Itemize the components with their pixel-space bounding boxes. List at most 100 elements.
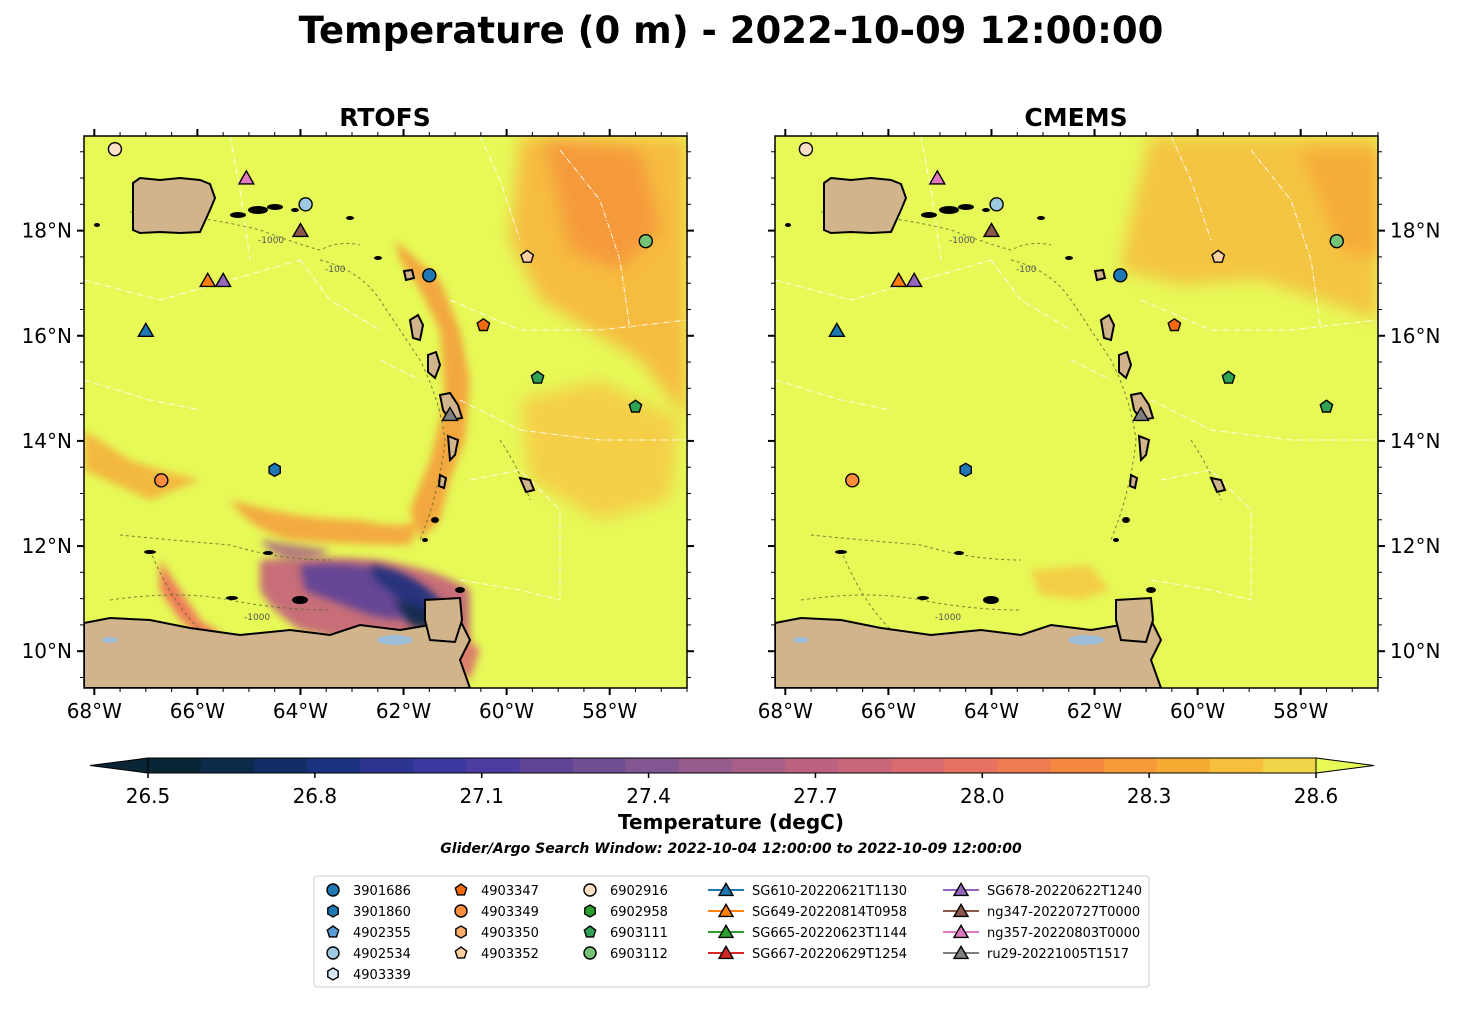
- argo-float-4902534-marker: [989, 197, 1004, 212]
- legend-SG665-20220623T1144-symbol: [717, 924, 735, 939]
- argo-float-3901860-marker: [268, 462, 281, 478]
- argo-float-6903111-marker: [530, 370, 545, 384]
- argo-float-4903352-marker: [520, 249, 535, 263]
- colorbar-bin: [1209, 758, 1264, 773]
- legend-4902355-label: 4902355: [353, 926, 411, 941]
- cmems-land: [775, 176, 1227, 688]
- legend-4903349-symbol: [454, 904, 468, 918]
- colorbar-tick-label: 27.7: [793, 784, 838, 808]
- lon-tick-label: 60°W: [479, 699, 534, 723]
- colorbar-bin: [413, 758, 468, 773]
- rtofs-small-islands: [94, 204, 465, 604]
- legend-SG649-20220814T0958-label: SG649-20220814T0958: [752, 905, 907, 920]
- colorbar-bin: [997, 758, 1052, 773]
- legend-SG610-20220621T1130-label: SG610-20220621T1130: [752, 884, 907, 899]
- cmems-observation-markers: [798, 141, 1344, 488]
- rtofs-map-panel: RTOFS: [22, 103, 694, 723]
- colorbar-bin: [625, 758, 680, 773]
- cmems-temperature-field: [1030, 136, 1378, 600]
- lon-tick-label: 66°W: [170, 699, 225, 723]
- legend-ru29-20221005T1517-label: ru29-20221005T1517: [987, 947, 1129, 962]
- cmems-bathy-label: -1000: [949, 236, 975, 246]
- legend-4902534-label: 4902534: [353, 947, 411, 962]
- lon-tick-label: 58°W: [1273, 699, 1328, 723]
- cmems-panel-title: CMEMS: [1024, 103, 1127, 132]
- cmems-bathy-label-3: -100: [1016, 265, 1037, 275]
- glider-ng347-20220727T0000-marker: [982, 222, 1001, 238]
- legend-SG667-20220629T1254-label: SG667-20220629T1254: [752, 947, 907, 962]
- argo-float-4903349-marker: [845, 473, 860, 488]
- legend-6902916-label: 6902916: [610, 884, 668, 899]
- legend-SG649-20220814T0958-symbol: [717, 903, 735, 918]
- colorbar-bin: [838, 758, 892, 773]
- colorbar-tick-label: 28.6: [1294, 784, 1339, 808]
- rtofs-lakes: [102, 635, 413, 645]
- colorbar-tick-label: 26.8: [293, 784, 338, 808]
- cmems-bathy-label-2: -1000: [935, 613, 961, 623]
- glider-SG610-20220621T1130-marker: [137, 322, 155, 337]
- lon-tick-label: 62°W: [1067, 699, 1122, 723]
- lon-tick-label: 62°W: [376, 699, 431, 723]
- colorbar-bin: [785, 758, 839, 773]
- rtofs-axes-ticks: 68°W 66°W 64°W 62°W 60°W 58°W 10°N 12°N 14°N 16°N…: [22, 129, 694, 723]
- temperature-colorbar: 26.5 26.8 27.1 27.4 27.7 28.0 28.3 28.6: [89, 757, 1375, 808]
- legend-4903350-label: 4903350: [481, 926, 539, 941]
- argo-float-6903112-marker: [1329, 233, 1344, 249]
- lat-tick-label: 18°N: [22, 219, 72, 243]
- lat-tick-label: 16°N: [1390, 324, 1440, 348]
- glider-ng357-20220803T0000-marker: [237, 169, 256, 185]
- lon-tick-label: 66°W: [861, 699, 916, 723]
- glider-SG610-20220621T1130-marker: [828, 322, 846, 337]
- legend-3901860-symbol: [327, 904, 339, 918]
- glider-SG649-20220814T0958-marker: [889, 271, 908, 288]
- argo-float-6903111-marker: [628, 399, 643, 413]
- legend-SG678-20220622T1240-symbol: [952, 882, 970, 897]
- argo-float-6902916-marker: [798, 141, 814, 157]
- glider-ng357-20220803T0000-marker: [928, 169, 947, 185]
- argo-float-6903112-marker: [638, 233, 653, 249]
- colorbar-bin: [944, 758, 999, 773]
- lon-tick-label: 58°W: [582, 699, 637, 723]
- rtofs-bathy-label: -1000: [258, 236, 284, 246]
- colorbar-bin: [1262, 758, 1317, 773]
- colorbar-tick-label: 27.4: [626, 784, 671, 808]
- legend-4903347-label: 4903347: [481, 884, 539, 899]
- cmems-bathymetry-contours: [800, 211, 1222, 631]
- lon-tick-label: 64°W: [273, 699, 328, 723]
- argo-float-3901860-marker: [959, 462, 972, 478]
- argo-float-4903349-marker: [154, 473, 169, 488]
- legend-ng347-20220727T0000-label: ng347-20220727T0000: [987, 905, 1140, 920]
- colorbar-bin: [1156, 758, 1211, 773]
- colorbar-tick-label: 28.0: [960, 784, 1005, 808]
- legend-SG610-20220621T1130-symbol: [717, 882, 735, 897]
- legend-6902916-symbol: [583, 883, 597, 897]
- glider-SG649-20220814T0958-marker: [198, 271, 217, 288]
- argo-float-6903111-marker: [1319, 399, 1334, 413]
- glider-SG678-20220622T1240-marker: [214, 271, 232, 288]
- cmems-eez-boundaries: [775, 136, 1378, 601]
- legend-3901686-label: 3901686: [353, 884, 411, 899]
- colorbar-bin: [307, 758, 361, 773]
- colorbar-bin: [572, 758, 627, 773]
- colorbar-bin: [466, 758, 521, 773]
- legend-4902534-symbol: [326, 946, 340, 960]
- colorbar-tick-label: 28.3: [1127, 784, 1172, 808]
- legend-ng357-20220803T0000-label: ng357-20220803T0000: [987, 926, 1140, 941]
- legend-SG665-20220623T1144-label: SG665-20220623T1144: [752, 926, 907, 941]
- glider-ng347-20220727T0000-marker: [291, 222, 310, 238]
- lat-tick-label: 14°N: [1390, 429, 1440, 453]
- argo-float-4902534-marker: [298, 197, 313, 212]
- colorbar-min-extension: [89, 757, 149, 774]
- legend-4903350-symbol: [455, 925, 467, 939]
- argo-float-6902916-marker: [107, 141, 123, 157]
- colorbar-bin: [254, 758, 308, 773]
- argo-float-4903347-marker: [476, 317, 491, 332]
- lat-tick-label: 10°N: [22, 639, 72, 663]
- legend-SG667-20220629T1254-symbol: [717, 945, 735, 960]
- colorbar-frame: [147, 757, 1317, 774]
- glider-ru29-20221005T1517-marker: [441, 406, 459, 422]
- glider-ru29-20221005T1517-marker: [1132, 406, 1150, 422]
- legend-3901860-label: 3901860: [353, 905, 411, 920]
- rtofs-bathymetry-contours: [109, 211, 531, 631]
- legend-4903339-symbol: [327, 967, 339, 981]
